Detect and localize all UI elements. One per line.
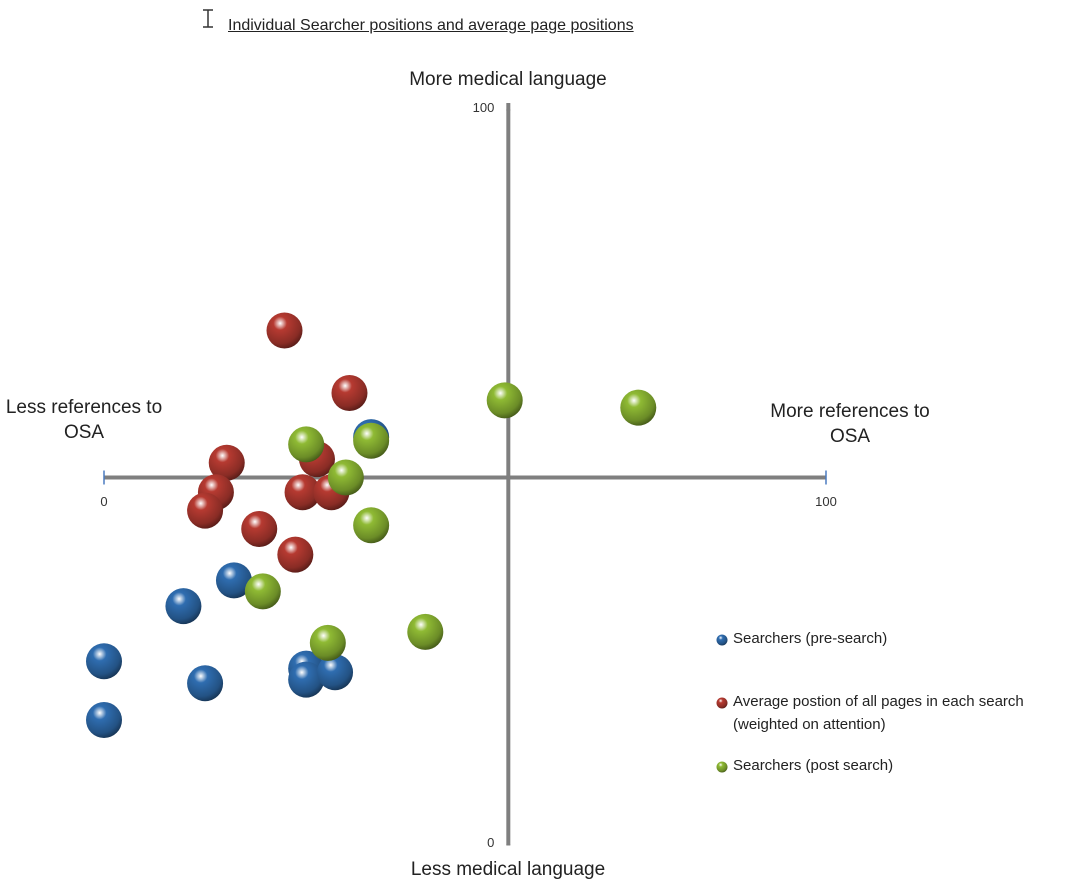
point (288, 426, 325, 463)
point (288, 661, 325, 698)
point (208, 444, 245, 481)
point (486, 382, 523, 419)
point (165, 588, 202, 625)
point (317, 654, 354, 691)
point (244, 573, 281, 610)
point (86, 643, 122, 680)
point (241, 510, 278, 547)
x-tick-label: 100 (815, 493, 837, 509)
point (187, 492, 224, 529)
x-tick-label: 0 (100, 493, 108, 509)
y-top-label: More medical language (409, 69, 607, 90)
cursor-icon (203, 9, 213, 28)
point (284, 474, 321, 511)
legend-marker (716, 761, 728, 773)
point (309, 624, 346, 661)
point (187, 665, 224, 702)
point (331, 374, 368, 411)
point (353, 507, 390, 544)
y-bottom-label: Less medical language (410, 859, 606, 880)
legend-label: Average postion of all pages in each sea… (733, 693, 1024, 733)
chart-title: Individual Searcher positions and averag… (228, 17, 634, 34)
legend-label: Searchers (pre-search) (733, 630, 888, 647)
y-tick-label: 0 (487, 835, 495, 850)
x-right-label: More references to OSA (770, 401, 930, 447)
point (620, 389, 657, 426)
point (277, 536, 314, 573)
y-tick-label: 100 (472, 100, 495, 115)
point (86, 702, 122, 739)
point (327, 459, 364, 496)
legend-marker (716, 634, 728, 646)
point (266, 312, 303, 349)
point (215, 562, 252, 599)
x-left-label: Less references to OSA (5, 397, 163, 443)
point (407, 613, 444, 650)
legend-marker (716, 697, 728, 709)
point (353, 422, 390, 459)
legend-label: Searchers (post search) (733, 757, 894, 774)
